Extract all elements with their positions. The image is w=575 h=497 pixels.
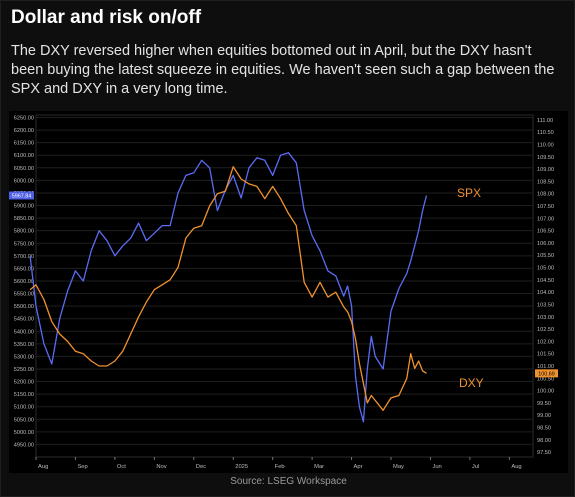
right-tick-label: 106.00 — [537, 241, 554, 247]
left-tick-label: 6100.00 — [14, 153, 34, 159]
chart-panel: 4950.00 5000.00 5050.00 5100.00 5150.00 5200.… — [9, 111, 568, 473]
left-axis-spx: 4950.00 5000.00 5050.00 5100.00 5150.00 5200.… — [14, 116, 34, 449]
left-tick-label: 5150.00 — [14, 392, 34, 398]
left-tick-label: 5450.00 — [14, 317, 34, 323]
right-tick-label: 103.00 — [537, 315, 554, 321]
right-tick-label: 97.50 — [537, 450, 551, 456]
left-tick-label: 5250.00 — [14, 367, 34, 373]
left-tick-label: 6250.00 — [14, 116, 34, 122]
right-tick-label: 108.00 — [537, 192, 554, 198]
series-lines — [29, 152, 428, 423]
left-tick-label: 5850.00 — [14, 216, 34, 222]
last-value-label-spx: 5967.84 — [12, 193, 32, 199]
right-tick-label: 101.50 — [537, 352, 554, 358]
right-tick-label: 100.50 — [537, 376, 554, 382]
series-annotations: SPX DXY — [457, 186, 484, 390]
right-tick-label: 99.00 — [537, 413, 551, 419]
left-tick-label: 4950.00 — [14, 442, 34, 448]
source-note: Source: LSEG Workspace — [230, 476, 347, 487]
left-tick-label: 5550.00 — [14, 292, 34, 298]
left-tick-label: 6000.00 — [14, 178, 34, 184]
left-tick-label: 5350.00 — [14, 342, 34, 348]
left-tick-label: 5300.00 — [14, 354, 34, 360]
left-tick-label: 5000.00 — [14, 430, 34, 436]
right-tick-label: 101.00 — [537, 364, 554, 370]
page-title: Dollar and risk on/off — [11, 7, 202, 28]
x-tick-label: Aug — [511, 464, 521, 470]
x-tick-label: Mar — [314, 464, 324, 470]
right-tick-label: 106.50 — [537, 229, 554, 235]
x-tick-label: Oct — [117, 464, 126, 470]
x-axis-months: Aug Sep Oct Nov Dec 2025 Feb Mar Apr May Jun Jul Aug — [35, 457, 522, 470]
last-value-tag-spx — [9, 191, 34, 200]
right-tick-label: 108.50 — [537, 179, 554, 185]
right-tick-label: 100.00 — [537, 389, 554, 395]
x-tick-label: Sep — [77, 464, 87, 470]
series-line-dxy — [29, 166, 427, 411]
right-tick-label: 105.50 — [537, 253, 554, 259]
x-tick-label: 2025 — [235, 464, 248, 470]
right-tick-label: 111.00 — [537, 118, 553, 124]
left-tick-label: 5600.00 — [14, 279, 34, 285]
series-line-spx — [29, 152, 428, 423]
right-tick-label: 98.00 — [537, 438, 551, 444]
right-tick-label: 110.00 — [537, 143, 554, 149]
right-tick-label: 107.00 — [537, 216, 554, 222]
plot-frame — [35, 114, 534, 458]
x-tick-label: Apr — [354, 464, 363, 470]
x-tick-label: Aug — [38, 464, 48, 470]
left-tick-label: 5750.00 — [14, 241, 34, 247]
left-tick-label: 5050.00 — [14, 417, 34, 423]
right-tick-label: 103.50 — [537, 302, 554, 308]
gridlines — [35, 114, 534, 458]
left-tick-label: 5500.00 — [14, 304, 34, 310]
left-tick-label: 5900.00 — [14, 204, 34, 210]
left-tick-label: 5650.00 — [14, 266, 34, 272]
right-tick-label: 109.00 — [537, 167, 554, 173]
right-tick-label: 102.50 — [537, 327, 554, 333]
annotation-spx: SPX — [457, 186, 481, 200]
last-value-tag-dxy — [535, 369, 558, 378]
x-tick-label: Jul — [472, 464, 479, 470]
x-tick-label: Nov — [156, 464, 166, 470]
x-tick-label: May — [393, 464, 404, 470]
x-tick-label: Feb — [275, 464, 285, 470]
right-tick-label: 110.50 — [537, 130, 554, 136]
left-tick-label: 5200.00 — [14, 380, 34, 386]
right-tick-label: 107.50 — [537, 204, 554, 210]
left-tick-label: 6150.00 — [14, 141, 34, 147]
left-tick-label: 6200.00 — [14, 128, 34, 134]
last-value-tags: 5967.84 100.69 — [9, 191, 558, 378]
x-tick-label: Jun — [432, 464, 441, 470]
right-tick-label: 99.50 — [537, 401, 551, 407]
left-tick-label: 6050.00 — [14, 166, 34, 172]
left-tick-label: 5400.00 — [14, 329, 34, 335]
left-tick-label: 5700.00 — [14, 254, 34, 260]
right-tick-label: 102.00 — [537, 339, 554, 345]
right-tick-label: 109.50 — [537, 155, 554, 161]
last-value-label-dxy: 100.69 — [538, 371, 555, 377]
right-tick-label: 104.00 — [537, 290, 554, 296]
dual-axis-line-chart: 4950.00 5000.00 5050.00 5100.00 5150.00 5200.… — [9, 114, 558, 470]
x-tick-label: Dec — [196, 464, 206, 470]
right-tick-label: 105.00 — [537, 266, 554, 272]
right-tick-label: 104.50 — [537, 278, 554, 284]
left-tick-label: 5100.00 — [14, 405, 34, 411]
annotation-dxy: DXY — [459, 376, 484, 390]
right-axis-dxy: 97.50 98.00 98.50 99.00 99.50 100.00 100.50 101… — [537, 118, 554, 456]
chart-description: The DXY reversed higher when equities bo… — [11, 43, 555, 97]
right-tick-label: 98.50 — [537, 425, 551, 431]
left-tick-label: 5800.00 — [14, 229, 34, 235]
